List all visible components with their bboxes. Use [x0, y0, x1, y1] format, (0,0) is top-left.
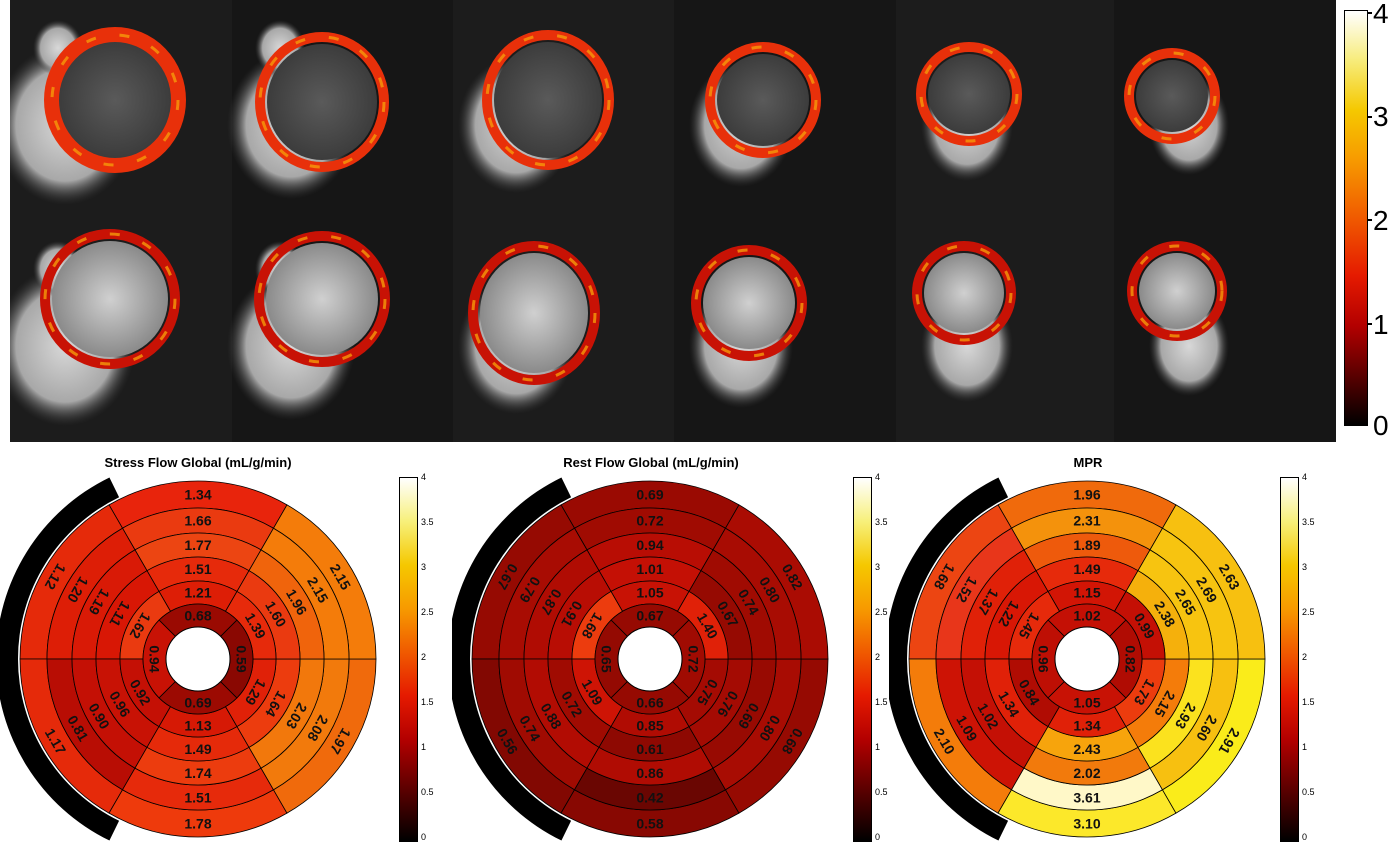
- main-colorbar-tick-label: 3: [1373, 101, 1389, 132]
- colorbar-tick-label: 1.5: [1302, 697, 1315, 707]
- bullseye-segment-value: 1.96: [1073, 487, 1100, 503]
- colorbar-tick-label: 3: [875, 562, 881, 572]
- bullseye-segment-value: 0.69: [636, 487, 663, 503]
- colorbar-tick-label: 2.5: [875, 607, 888, 617]
- bullseye-segment-value: 1.15: [1073, 585, 1100, 601]
- colorbar-tick-label: 0: [421, 832, 427, 842]
- main-colorbar-tick: [1368, 116, 1372, 118]
- colorbar-tick-label: 2: [875, 652, 881, 662]
- bullseye-segment-value: 1.78: [184, 816, 211, 832]
- bullseye-center-hole: [1054, 626, 1120, 692]
- colorbar-tick-label: 4: [875, 472, 881, 482]
- bullseye-segment-value: 0.94: [636, 537, 663, 553]
- bullseye-segment-value: 1.13: [184, 718, 211, 734]
- colorbar-tick-label: 0.5: [1302, 787, 1315, 797]
- colorbar-tick-label: 2: [421, 652, 427, 662]
- bullseye-segment-value: 1.66: [184, 513, 211, 529]
- rest-bullseye-plot: 0.690.670.560.580.680.820.720.790.740.42…: [452, 477, 829, 841]
- bullseye-lateral-arc-marker: [0, 477, 120, 841]
- mri-image-grid: [10, 0, 1336, 442]
- bullseye-center-hole: [165, 626, 231, 692]
- bullseye-segment-value: 0.68: [184, 608, 211, 624]
- bullseye-segment-value: 1.51: [184, 561, 211, 577]
- main-colorbar-tick-label: 0: [1373, 410, 1389, 441]
- bullseye-lateral-arc-marker: [889, 477, 1009, 841]
- bullseye-segment-value: 1.89: [1073, 537, 1100, 553]
- main-colorbar-tick-label: 4: [1373, 0, 1389, 29]
- mpr-colorbar: [1280, 477, 1299, 842]
- bullseye-lateral-arc-marker: [452, 477, 572, 841]
- main-colorbar-tick: [1368, 12, 1372, 14]
- bullseye-segment-value: 1.77: [184, 537, 211, 553]
- rest-colorbar: [853, 477, 872, 842]
- bullseye-segment-value: 1.49: [1073, 561, 1100, 577]
- colorbar-tick-label: 1.5: [875, 697, 888, 707]
- bullseye-segment-value: 1.05: [1073, 695, 1100, 711]
- bullseye-segment-value: 1.02: [1073, 608, 1100, 624]
- bullseye-segment-value: 1.34: [184, 487, 211, 503]
- bullseye-segment-value: 1.49: [184, 741, 211, 757]
- bullseye-segment-value: 3.10: [1073, 816, 1100, 832]
- bullseye-segment-value: 1.21: [184, 585, 211, 601]
- colorbar-tick-label: 3.5: [421, 517, 434, 527]
- colorbar-tick-label: 2.5: [1302, 607, 1315, 617]
- bullseye-segment-value: 0.72: [636, 513, 663, 529]
- bullseye-segment-value: 2.43: [1073, 741, 1100, 757]
- colorbar-tick-label: 1: [1302, 742, 1308, 752]
- bullseye-segment-value: 1.51: [184, 790, 211, 806]
- bullseye-segment-value: 0.66: [636, 695, 663, 711]
- main-colorbar: [1344, 10, 1368, 426]
- colorbar-tick-label: 3: [421, 562, 427, 572]
- colorbar-tick-label: 0: [1302, 832, 1308, 842]
- stress-bullseye-title: Stress Flow Global (mL/g/min): [104, 455, 292, 470]
- colorbar-tick-label: 4: [1302, 472, 1308, 482]
- bullseye-segment-value: 1.74: [184, 765, 211, 781]
- colorbar-tick-label: 1.5: [421, 697, 434, 707]
- bullseye-segment-value: 0.42: [636, 790, 663, 806]
- bullseye-segment-value: 1.34: [1073, 718, 1100, 734]
- bullseye-center-hole: [617, 626, 683, 692]
- colorbar-tick-label: 3.5: [1302, 517, 1315, 527]
- main-colorbar-tick-label: 1: [1373, 309, 1389, 340]
- bullseye-segment-value: 2.02: [1073, 765, 1100, 781]
- bullseye-segment-value: 0.59: [234, 645, 250, 672]
- colorbar-tick-label: 0.5: [875, 787, 888, 797]
- rest-bullseye-title: Rest Flow Global (mL/g/min): [563, 455, 739, 470]
- bullseye-segment-value: 0.58: [636, 816, 663, 832]
- colorbar-tick-label: 3: [1302, 562, 1308, 572]
- colorbar-tick-label: 1: [421, 742, 427, 752]
- colorbar-tick-label: 0.5: [421, 787, 434, 797]
- colorbar-tick-label: 1: [875, 742, 881, 752]
- bullseye-segment-value: 2.31: [1073, 513, 1100, 529]
- colorbar-tick-label: 3.5: [875, 517, 888, 527]
- bullseye-segment-value: 3.61: [1073, 790, 1100, 806]
- bullseye-segment-value: 0.94: [147, 645, 163, 672]
- colorbar-tick-label: 0: [875, 832, 881, 842]
- bullseye-segment-value: 0.69: [184, 695, 211, 711]
- bullseye-segment-value: 0.96: [1036, 645, 1052, 672]
- colorbar-tick-label: 2.5: [421, 607, 434, 617]
- main-colorbar-tick-label: 2: [1373, 205, 1389, 236]
- bullseye-segment-value: 0.85: [636, 718, 663, 734]
- colorbar-tick-label: 4: [421, 472, 427, 482]
- bullseye-segment-value: 0.67: [636, 608, 663, 624]
- bullseye-segment-value: 1.01: [636, 561, 663, 577]
- bullseye-segment-value: 0.65: [599, 645, 615, 672]
- stress-bullseye-plot: 1.341.121.171.781.972.151.661.200.811.51…: [0, 477, 377, 841]
- bullseye-segment-value: 0.82: [1123, 645, 1139, 672]
- colorbar-tick-label: 2: [1302, 652, 1308, 662]
- mpr-bullseye-title: MPR: [1073, 455, 1103, 470]
- bullseye-segment-value: 1.05: [636, 585, 663, 601]
- bullseye-segment-value: 0.61: [636, 741, 663, 757]
- bullseye-segment-value: 0.86: [636, 765, 663, 781]
- bullseye-segment-value: 0.72: [686, 645, 702, 672]
- main-colorbar-tick: [1368, 323, 1372, 325]
- stress-colorbar: [399, 477, 418, 842]
- main-colorbar-tick: [1368, 219, 1372, 221]
- mpr-bullseye-plot: 1.961.682.103.102.912.632.311.521.093.61…: [889, 477, 1266, 841]
